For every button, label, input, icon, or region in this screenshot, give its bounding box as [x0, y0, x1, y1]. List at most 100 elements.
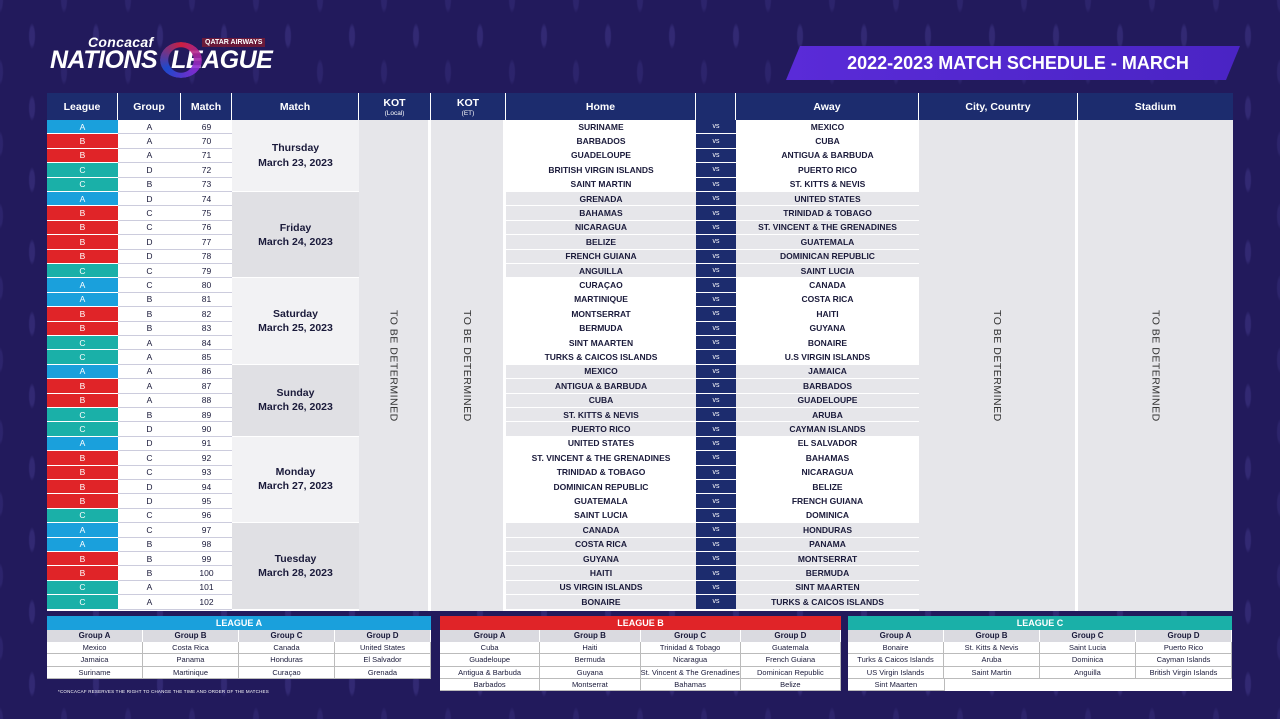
league-c-table: LEAGUE C Group A Group B Group C Group D Bona… [848, 616, 1232, 692]
header-kot-local: KOT (Local) [359, 93, 431, 120]
match-number-cell: 72 [181, 163, 232, 178]
group-team-cell: Bonaire [848, 642, 944, 655]
group-team-cell: French Guiana [740, 654, 841, 667]
group-cell: C [118, 523, 181, 538]
group-cell: C [118, 451, 181, 466]
vs-cell: vs [696, 307, 736, 322]
away-team-cell: ANTIGUA & BARBUDA [736, 148, 919, 164]
away-team-cell: HONDURAS [736, 523, 919, 538]
group-header: Group C [641, 630, 741, 642]
nations-league-logo: Concacaf NATIONS LEAGUE QATAR AIRWAYS [50, 34, 290, 78]
group-cell: C [118, 220, 181, 236]
home-team-cell: MONTSERRAT [506, 307, 696, 322]
group-team-row: Suriname Martinique Curaçao Grenada [47, 666, 431, 679]
group-team-cell: Cuba [440, 642, 541, 655]
home-team-cell: ST. KITTS & NEVIS [506, 408, 696, 423]
day-date: March 25, 2023 [258, 322, 333, 335]
league-cell: A [47, 120, 118, 135]
group-cell: D [118, 436, 181, 452]
home-team-cell: TURKS & CAICOS ISLANDS [506, 350, 696, 365]
group-team-cell: Saint Martin [944, 666, 1040, 679]
header-home: Home [506, 93, 696, 120]
away-team-cell: ST. KITTS & NEVIS [736, 177, 919, 192]
group-team-cell: Haiti [540, 642, 641, 655]
group-team-cell [1136, 679, 1232, 691]
group-cell: D [118, 480, 181, 495]
league-cell: B [47, 148, 118, 164]
logo-concacaf-text: Concacaf [88, 34, 154, 50]
group-team-cell: Dominican Republic [740, 666, 841, 679]
league-cell: B [47, 451, 118, 466]
vs-cell: vs [696, 235, 736, 250]
group-cell: C [118, 264, 181, 279]
match-number-cell: 96 [181, 508, 232, 524]
away-team-cell: JAMAICA [736, 364, 919, 380]
group-team-cell: Sint Maarten [848, 678, 945, 692]
group-team-cell: Panama [143, 654, 239, 667]
header-stadium: Stadium [1078, 93, 1233, 120]
home-team-cell: SURINAME [506, 120, 696, 135]
league-title: LEAGUE A [47, 616, 431, 630]
match-number-cell: 101 [181, 580, 232, 596]
league-cell: B [47, 220, 118, 236]
group-cell: C [118, 465, 181, 480]
away-team-cell: HAITI [736, 307, 919, 322]
stadium-tbd: TO BE DETERMINED [1078, 120, 1233, 611]
league-cell: A [47, 364, 118, 380]
league-cell: C [47, 336, 118, 351]
home-team-cell: TRINIDAD & TOBAGO [506, 465, 696, 480]
group-header: Group D [1136, 630, 1232, 642]
vs-cell: vs [696, 192, 736, 207]
home-team-cell: BRITISH VIRGIN ISLANDS [506, 163, 696, 178]
away-team-cell: BERMUDA [736, 566, 919, 581]
vs-cell: vs [696, 451, 736, 466]
away-team-cell: DOMINICA [736, 508, 919, 524]
vs-cell: vs [696, 264, 736, 279]
group-team-cell: Guadeloupe [440, 654, 541, 667]
group-team-cell: Nicaragua [640, 654, 741, 667]
match-number-cell: 87 [181, 379, 232, 394]
vs-cell: vs [696, 321, 736, 336]
day-date: March 23, 2023 [258, 156, 333, 169]
match-number-cell: 71 [181, 148, 232, 164]
match-number-cell: 97 [181, 523, 232, 538]
group-team-cell: Dominica [1040, 654, 1136, 667]
away-team-cell: FRENCH GUIANA [736, 494, 919, 509]
day-name: Saturday [273, 307, 318, 320]
match-number-cell: 84 [181, 336, 232, 351]
home-team-cell: SINT MAARTEN [506, 336, 696, 351]
group-cell: B [118, 307, 181, 322]
group-team-row: Turks & Caicos Islands Aruba Dominica Cayma… [848, 654, 1232, 667]
league-cell: C [47, 580, 118, 596]
match-number-cell: 80 [181, 278, 232, 293]
group-team-row: Sint Maarten [848, 678, 1232, 692]
home-team-cell: BONAIRE [506, 595, 696, 610]
vs-cell: vs [696, 163, 736, 178]
group-cell: B [118, 292, 181, 308]
home-team-cell: GUATEMALA [506, 494, 696, 509]
group-cell: B [118, 552, 181, 567]
group-team-cell: Saint Lucia [1040, 642, 1136, 655]
header-away: Away [736, 93, 919, 120]
group-cell: A [118, 580, 181, 596]
home-team-cell: BELIZE [506, 235, 696, 250]
league-cell: B [47, 321, 118, 336]
group-team-cell: Puerto Rico [1136, 642, 1232, 655]
away-team-cell: BELIZE [736, 480, 919, 495]
league-cell: C [47, 163, 118, 178]
group-cell: A [118, 364, 181, 380]
home-team-cell: SAINT LUCIA [506, 508, 696, 524]
away-team-cell: GUADELOUPE [736, 393, 919, 408]
match-number-cell: 77 [181, 235, 232, 250]
day-date: March 24, 2023 [258, 235, 333, 248]
group-cell: D [118, 494, 181, 509]
home-team-cell: HAITI [506, 566, 696, 581]
group-team-row: Bonaire St. Kitts & Nevis Saint Lucia Puert… [848, 642, 1232, 655]
home-team-cell: GRENADA [506, 192, 696, 207]
vs-cell: vs [696, 595, 736, 610]
league-cell: C [47, 508, 118, 524]
group-cell: D [118, 235, 181, 250]
group-header-row: Group A Group B Group C Group D [47, 630, 431, 642]
group-team-cell: Bermuda [540, 654, 641, 667]
league-cell: B [47, 566, 118, 581]
